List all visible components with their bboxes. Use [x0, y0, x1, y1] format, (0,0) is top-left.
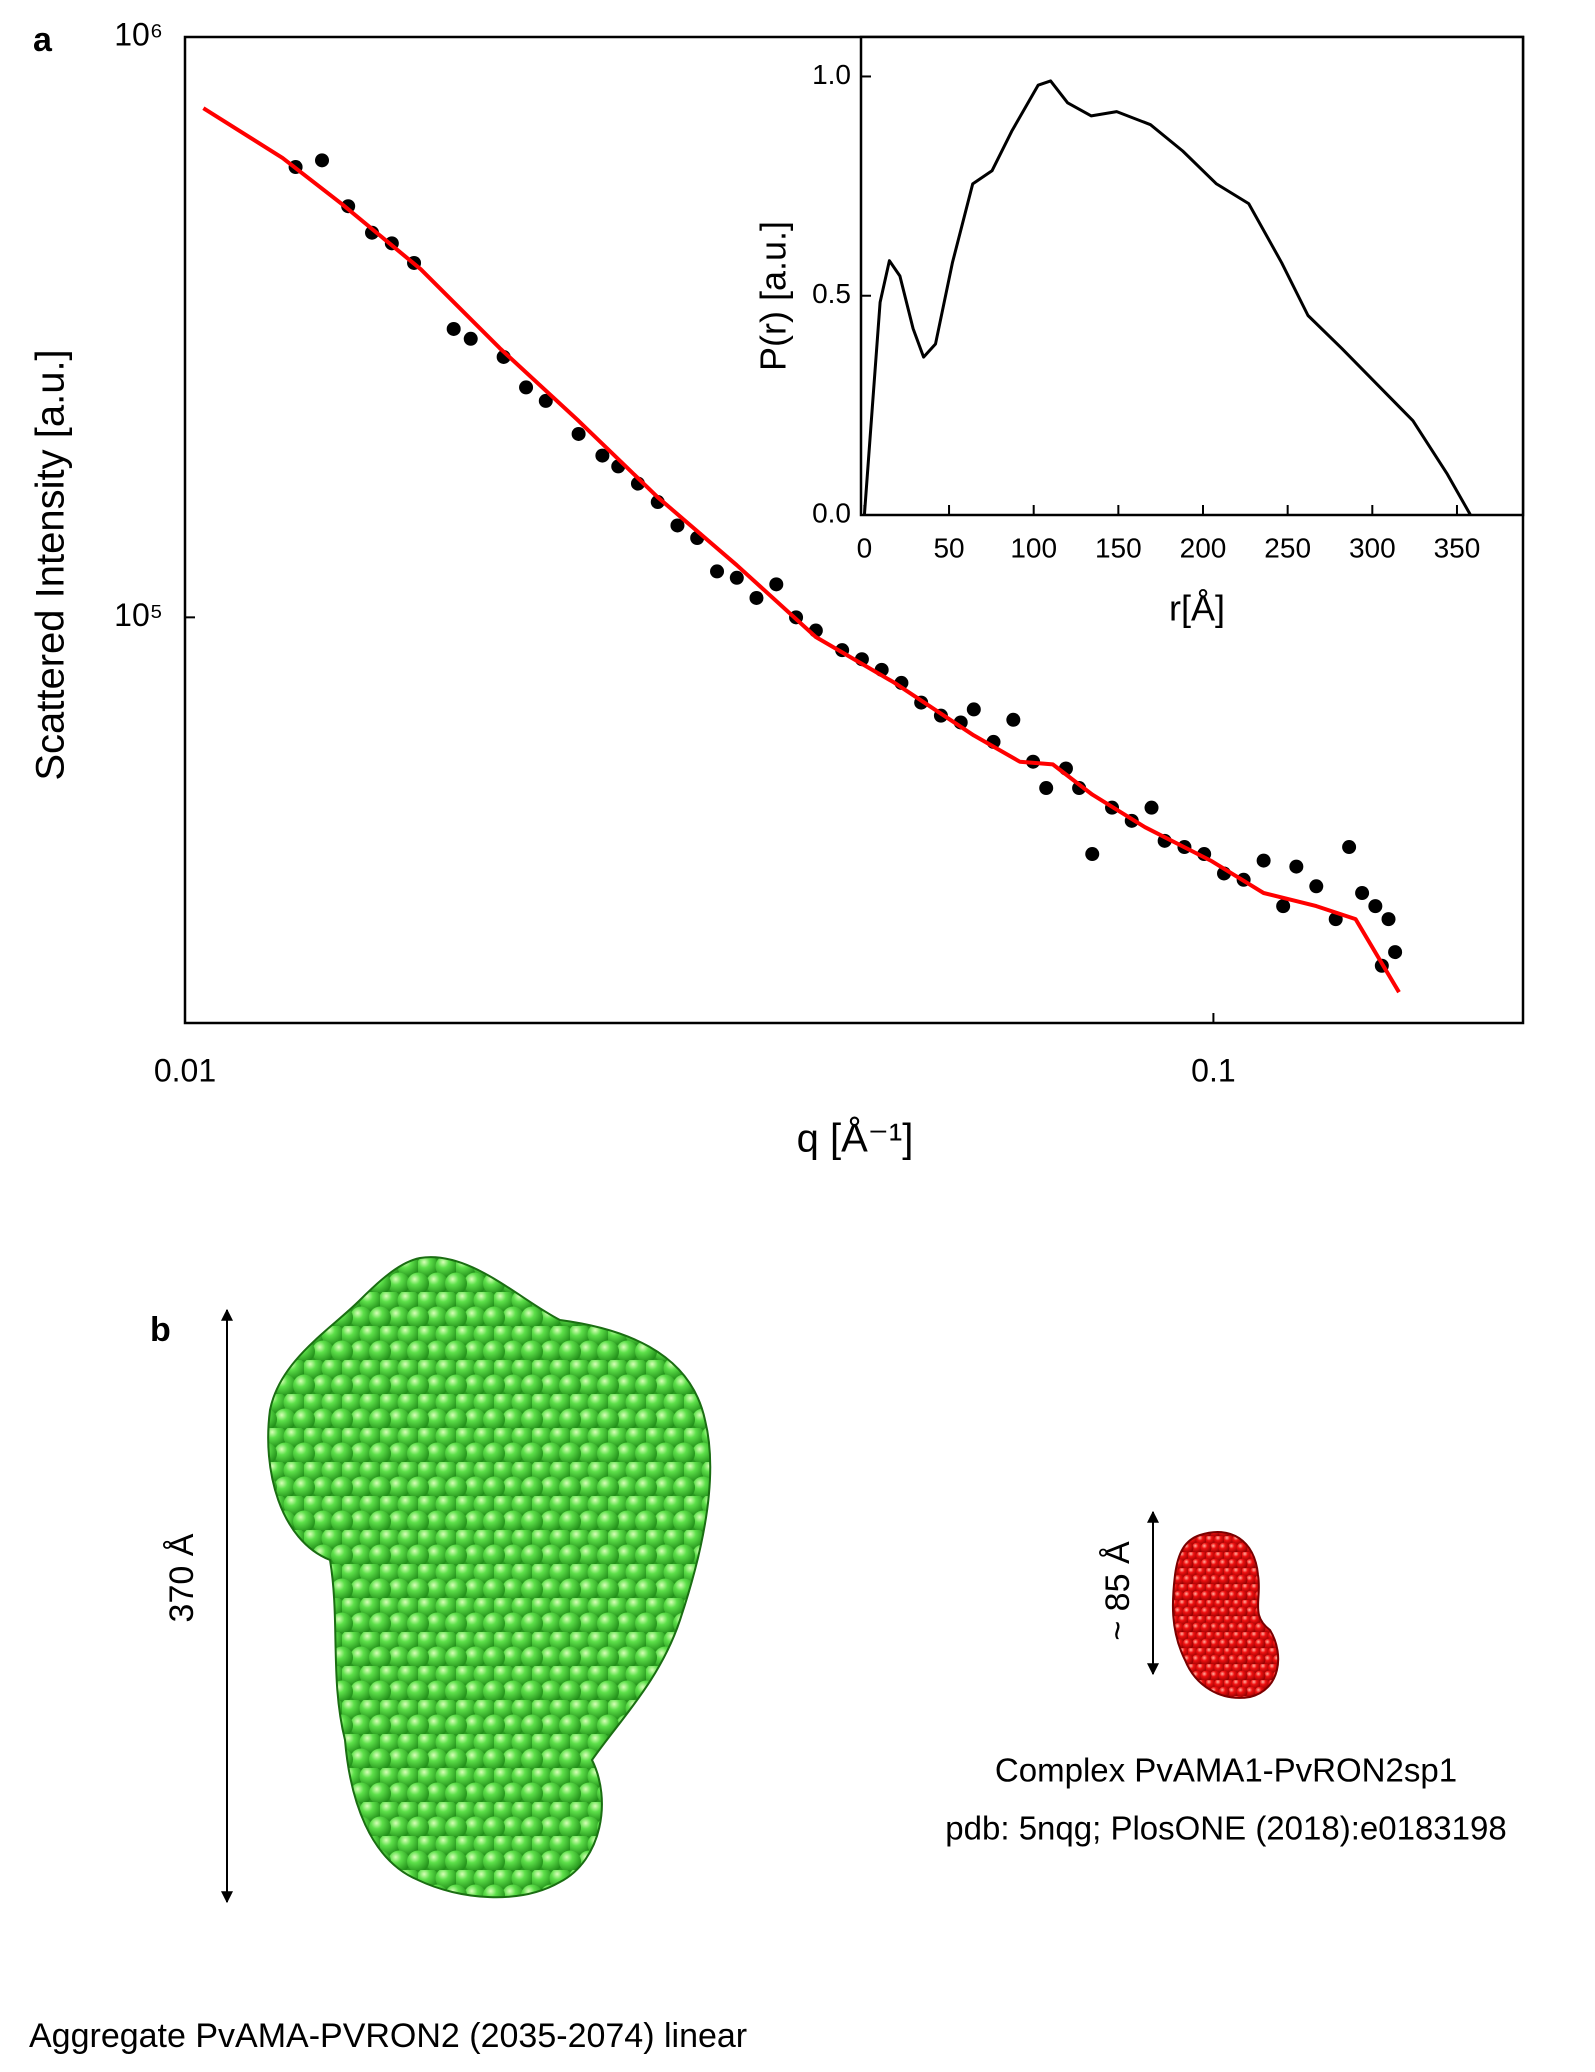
y-tick-label: 10⁶	[114, 16, 163, 52]
data-point	[315, 153, 330, 168]
y-tick-label: 10⁵	[114, 597, 163, 633]
data-point	[1039, 781, 1054, 796]
caption: Aggregate PvAMA-PVRON2 (2035-2074) linea…	[29, 2017, 747, 2055]
dimension-label: ~ 85 Å	[1099, 1541, 1137, 1641]
data-point	[519, 380, 534, 395]
x-tick-label: 50	[933, 532, 964, 563]
data-point	[1144, 800, 1159, 815]
data-line	[202, 106, 1401, 994]
data-point	[538, 393, 553, 408]
data-point	[463, 331, 478, 346]
data-point	[1276, 899, 1291, 914]
x-tick-label: 0.01	[154, 1052, 216, 1088]
data-point	[1388, 945, 1403, 960]
x-tick-label: 0.1	[1191, 1052, 1235, 1088]
y-tick-label: 0.5	[812, 278, 851, 309]
x-tick-label: 100	[1010, 532, 1057, 563]
dimension-label: 370 Å	[163, 1533, 201, 1622]
data-point	[1355, 885, 1370, 900]
data-point	[595, 448, 610, 463]
data-point	[1289, 859, 1304, 874]
data-point	[1006, 712, 1021, 727]
data-point	[1381, 912, 1396, 927]
y-tick-label: 0.0	[812, 497, 851, 528]
axes-frame	[859, 35, 1525, 517]
x-tick-label: 0	[857, 532, 873, 563]
panel-label: a	[33, 21, 53, 59]
caption: pdb: 5nqg; PlosONE (2018):e0183198	[945, 1810, 1506, 1847]
data-point	[365, 225, 380, 240]
data-point	[1085, 847, 1100, 862]
y-axis-title: Scattered Intensity [a.u.]	[29, 349, 73, 780]
axes-frame	[183, 35, 1525, 1025]
data-point	[670, 518, 685, 533]
data-point	[1072, 781, 1087, 796]
caption: Complex PvAMA1-PvRON2sp1	[995, 1752, 1457, 1789]
data-point	[571, 426, 586, 441]
data-point	[749, 590, 764, 605]
y-axis-title: P(r) [a.u.]	[753, 221, 794, 371]
x-tick-label: 300	[1349, 532, 1396, 563]
data-point	[1368, 899, 1383, 914]
x-tick-label: 150	[1095, 532, 1142, 563]
panel-label: b	[150, 1311, 171, 1349]
data-point	[1309, 879, 1324, 894]
x-axis-title: r[Å]	[1169, 588, 1225, 629]
data-point	[966, 702, 981, 717]
molecule-complex	[1171, 1530, 1280, 1699]
data-point	[1256, 853, 1271, 868]
data-point	[446, 321, 461, 336]
x-tick-label: 350	[1434, 532, 1481, 563]
data-point	[710, 564, 725, 579]
molecule-aggregate	[267, 1256, 712, 1899]
x-tick-label: 250	[1264, 532, 1311, 563]
data-point	[769, 577, 784, 592]
data-line	[862, 79, 1472, 516]
y-tick-label: 1.0	[812, 59, 851, 90]
x-tick-label: 200	[1180, 532, 1227, 563]
x-axis-title: q [Å⁻¹]	[797, 1116, 914, 1161]
data-point	[729, 570, 744, 585]
plot-area	[861, 37, 1523, 515]
data-point	[1342, 840, 1357, 855]
